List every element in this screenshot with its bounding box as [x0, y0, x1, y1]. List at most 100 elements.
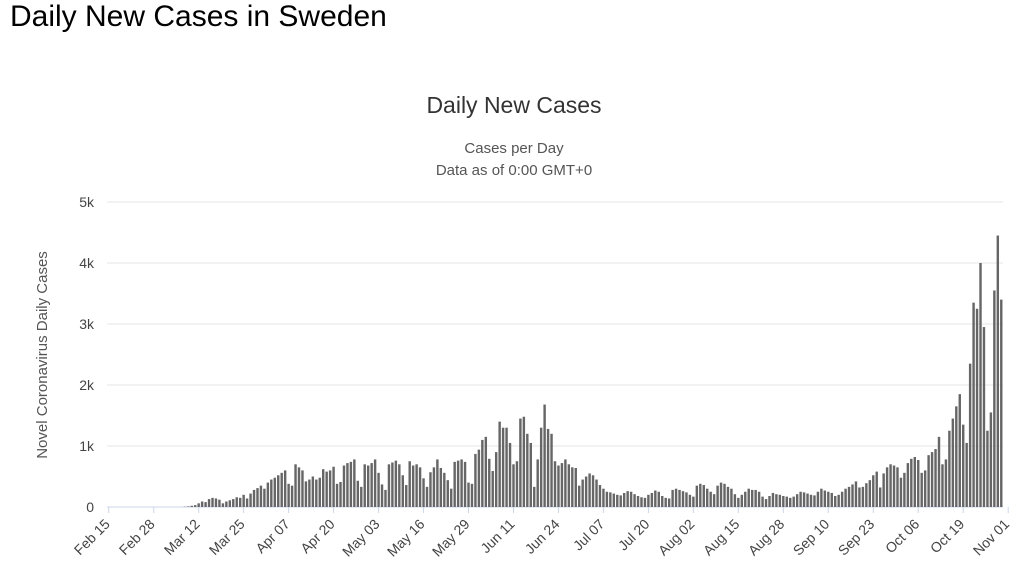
- bar[interactable]: [609, 492, 612, 507]
- bar[interactable]: [398, 464, 401, 507]
- bar[interactable]: [913, 456, 916, 507]
- bar[interactable]: [522, 416, 526, 507]
- bar[interactable]: [315, 479, 318, 507]
- bar[interactable]: [560, 463, 564, 507]
- bar[interactable]: [415, 464, 418, 507]
- bar[interactable]: [488, 458, 491, 507]
- bar[interactable]: [270, 479, 273, 507]
- bar[interactable]: [550, 433, 553, 507]
- bar[interactable]: [726, 486, 730, 507]
- bar[interactable]: [591, 475, 595, 507]
- bar[interactable]: [785, 496, 788, 507]
- bar[interactable]: [588, 473, 591, 507]
- bar[interactable]: [377, 472, 380, 507]
- bar[interactable]: [612, 493, 616, 507]
- bar[interactable]: [972, 302, 975, 507]
- bar[interactable]: [975, 308, 979, 507]
- bar[interactable]: [204, 502, 207, 507]
- bar[interactable]: [837, 494, 840, 507]
- bar[interactable]: [626, 491, 629, 507]
- bar[interactable]: [318, 477, 321, 507]
- bar[interactable]: [207, 499, 211, 507]
- bar[interactable]: [706, 488, 709, 507]
- bar[interactable]: [539, 427, 543, 507]
- bar[interactable]: [789, 497, 792, 507]
- bar[interactable]: [474, 453, 477, 507]
- bar[interactable]: [463, 461, 467, 507]
- bar[interactable]: [557, 465, 560, 507]
- bar[interactable]: [681, 491, 685, 507]
- bar[interactable]: [297, 467, 301, 507]
- bar[interactable]: [917, 460, 920, 507]
- bar[interactable]: [346, 463, 349, 507]
- bar[interactable]: [605, 491, 609, 507]
- bar[interactable]: [861, 486, 865, 507]
- bar[interactable]: [712, 494, 716, 507]
- bar[interactable]: [484, 436, 488, 507]
- bar[interactable]: [332, 466, 335, 507]
- bar[interactable]: [667, 498, 671, 507]
- bar[interactable]: [238, 497, 242, 507]
- bar[interactable]: [709, 491, 712, 507]
- bar[interactable]: [218, 499, 221, 507]
- bar[interactable]: [872, 475, 875, 507]
- bar[interactable]: [851, 484, 854, 507]
- bar[interactable]: [211, 497, 214, 507]
- bar[interactable]: [840, 491, 844, 507]
- bar[interactable]: [688, 494, 692, 507]
- bar[interactable]: [778, 494, 782, 507]
- bar[interactable]: [737, 497, 740, 507]
- bar[interactable]: [280, 472, 283, 507]
- bar[interactable]: [384, 489, 387, 507]
- bar[interactable]: [411, 465, 415, 507]
- bar[interactable]: [986, 430, 989, 507]
- bar[interactable]: [370, 463, 373, 507]
- bar[interactable]: [470, 483, 474, 507]
- bar[interactable]: [294, 464, 297, 507]
- bar[interactable]: [543, 404, 546, 507]
- bar[interactable]: [809, 494, 813, 507]
- bar[interactable]: [754, 489, 757, 507]
- bar[interactable]: [868, 480, 872, 507]
- bar[interactable]: [574, 467, 577, 507]
- bar[interactable]: [643, 497, 647, 507]
- bar[interactable]: [266, 482, 270, 507]
- bar[interactable]: [671, 489, 674, 507]
- bar[interactable]: [771, 492, 775, 507]
- bar[interactable]: [432, 467, 436, 507]
- bar[interactable]: [775, 494, 778, 507]
- bar[interactable]: [685, 492, 688, 507]
- bar[interactable]: [989, 412, 993, 507]
- bar[interactable]: [906, 463, 910, 507]
- bar[interactable]: [965, 442, 968, 507]
- bar[interactable]: [730, 488, 733, 507]
- bar[interactable]: [844, 488, 847, 507]
- bar[interactable]: [394, 460, 398, 507]
- bar[interactable]: [616, 494, 619, 507]
- bar[interactable]: [501, 427, 505, 507]
- bar[interactable]: [899, 477, 903, 507]
- bar[interactable]: [287, 483, 290, 507]
- bar[interactable]: [363, 464, 366, 507]
- bar[interactable]: [892, 465, 896, 507]
- bar[interactable]: [349, 461, 353, 507]
- bar[interactable]: [405, 485, 408, 507]
- bar[interactable]: [982, 327, 986, 507]
- bar[interactable]: [290, 485, 294, 507]
- bar[interactable]: [301, 470, 304, 507]
- bar[interactable]: [622, 492, 626, 507]
- bar[interactable]: [640, 497, 643, 507]
- bar[interactable]: [197, 503, 200, 507]
- bar[interactable]: [764, 499, 768, 507]
- bar[interactable]: [716, 485, 719, 507]
- bar[interactable]: [695, 485, 699, 507]
- bar[interactable]: [951, 418, 955, 507]
- bar[interactable]: [854, 481, 858, 507]
- bar[interactable]: [830, 492, 833, 507]
- bar[interactable]: [467, 482, 470, 507]
- bar[interactable]: [187, 506, 190, 507]
- bar[interactable]: [692, 496, 695, 507]
- bar[interactable]: [526, 433, 529, 507]
- bar[interactable]: [674, 488, 678, 507]
- bar[interactable]: [782, 496, 785, 507]
